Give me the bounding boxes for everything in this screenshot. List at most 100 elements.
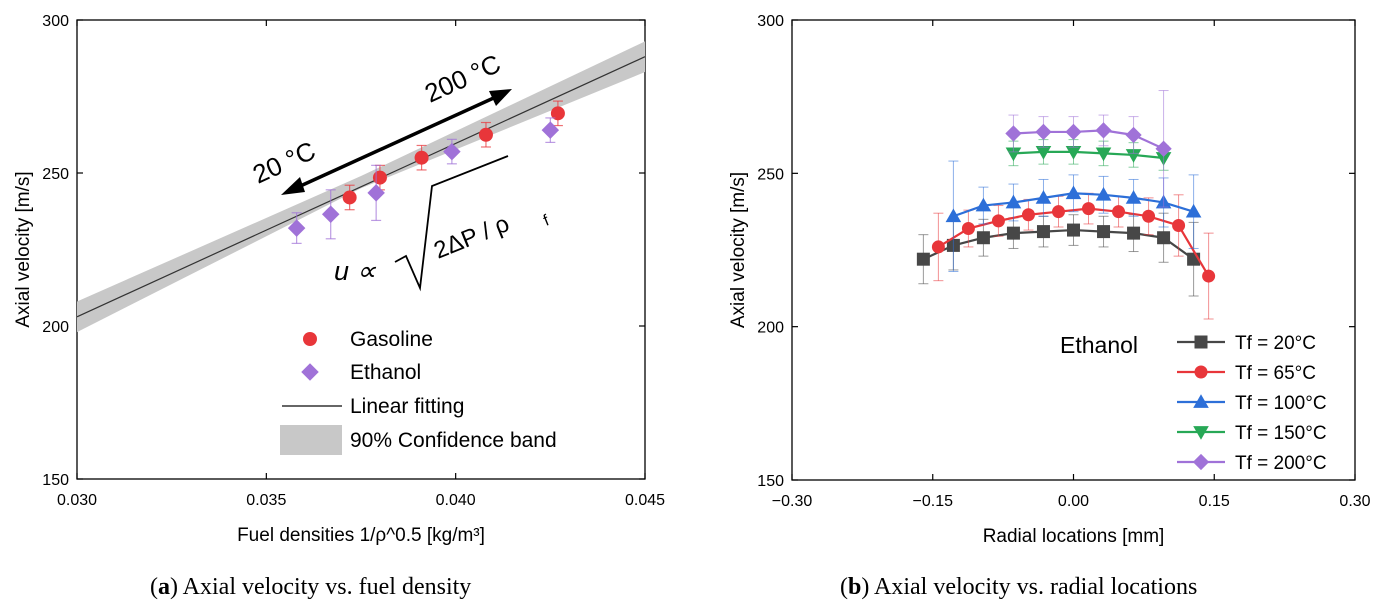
legend-marker [1192,453,1210,471]
series-gasoline [342,100,565,211]
data-point [1005,194,1022,209]
formula-subscript: f [541,212,552,230]
chart-a-y-tick-label: 250 [42,166,69,183]
chart-b-x-tick-label: −0.15 [913,493,954,510]
data-point [1065,123,1082,141]
data-point [550,106,565,121]
data-point [1035,190,1052,204]
caption-b-text: Axial velocity vs. radial locations [874,574,1198,600]
chart-a-plot-frame [76,19,646,480]
legend-marker [1194,335,1208,349]
data-point [1005,147,1022,162]
data-point [1021,208,1035,222]
legend-marker-gasoline [303,332,317,346]
data-point [1125,149,1142,163]
data-point [1125,190,1142,204]
chart-b-y-tick-label: 300 [757,13,784,30]
data-point [976,231,990,245]
data-point [443,142,461,161]
data-point [321,205,340,224]
temperature-arrow [295,94,499,190]
chart-a-svg: 0.030 0.035 0.040 0.045 150 200 250 300 Fuel den… [13,13,665,546]
chart-b-svg: −0.30 −0.15 0.00 0.15 0.30 150 200 250 300 Radial… [728,13,1371,547]
chart-a-x-axis-label: Fuel densities 1/ρ^0.5 [kg/m³] [237,525,485,546]
legend-a: Gasoline Ethanol Linear fitting 90% Confide… [280,328,557,455]
legend-marker-band [280,425,342,455]
chart-a-y-tick-label: 150 [42,472,69,489]
chart-a-y-tick-label: 300 [42,13,69,30]
data-point [1067,223,1080,237]
chart-b-y-tick-label: 150 [757,473,784,490]
data-point [975,197,992,212]
legend-label-gasoline: Gasoline [350,328,433,351]
data-point [931,240,945,254]
caption-b: (b) Axial velocity vs. radial locations [840,574,1198,600]
legend-marker [1194,365,1208,379]
data-point [1157,231,1171,245]
legend-marker [1193,426,1209,440]
chart-b-y-tick-label: 250 [757,166,784,183]
data-point [414,150,429,165]
caption-a: (a) Axial velocity vs. fuel density [150,574,472,600]
chart-b-y-tick-label: 200 [757,320,784,337]
legend-title: Ethanol [1060,332,1138,358]
data-point [372,170,387,185]
data-point [1125,126,1142,144]
legend-label: Tf = 150°C [1235,423,1327,444]
data-point [961,222,975,236]
data-point [1006,226,1020,240]
linear-fit-line [76,56,646,318]
data-point [1095,122,1112,139]
caption-b-letter: b [848,574,862,600]
chart-a-x-tick-label: 0.030 [57,492,97,509]
data-point [1035,123,1052,141]
chart-a-x-tick-label: 0.045 [625,492,665,509]
legend-label-ethanol: Ethanol [350,361,421,384]
data-point [342,190,357,205]
data-point [287,219,306,237]
data-point [1005,125,1022,142]
chart-b-x-tick-label: 0.00 [1058,493,1089,510]
chart-b-x-tick-label: 0.15 [1199,493,1230,510]
data-point [1112,205,1126,219]
caption-a-letter: a [158,574,170,600]
data-point [478,127,493,142]
data-point [1035,146,1052,160]
data-point [1095,187,1112,201]
chart-a-y-axis-label: Axial velocity [m/s] [13,171,34,327]
formula-lhs: u ∝ [334,256,377,286]
legend-marker-ethanol [301,363,319,381]
arrowhead-right [489,89,512,106]
data-point [541,121,560,139]
chart-b-x-tick-label: −0.30 [772,493,813,510]
data-point [1095,147,1112,162]
series-tf-1 [931,192,1216,320]
caption-a-text: Axial velocity vs. fuel density [182,574,472,600]
data-point [1065,185,1082,200]
chart-b-x-axis-label: Radial locations [mm] [983,526,1165,547]
data-point [1185,203,1202,218]
data-point [991,214,1005,228]
legend-label: Tf = 20°C [1235,333,1316,354]
data-point [1202,269,1216,283]
data-point [367,184,385,202]
legend-label: Tf = 100°C [1235,393,1327,414]
series-ethanol [287,117,560,244]
chart-b-x-tick-label: 0.30 [1339,493,1370,510]
series-tf-3 [1005,139,1172,171]
chart-panel-a: 0.030 0.035 0.040 0.045 150 200 250 300 Fuel den… [0,0,680,608]
legend-label-band: 90% Confidence band [350,429,557,452]
data-point [1155,140,1172,157]
arrowhead-left [281,177,305,195]
data-point [1172,218,1186,232]
legend-label: Tf = 200°C [1235,453,1327,474]
formula-sqrt-sign [394,155,509,292]
chart-a-x-tick-label: 0.035 [246,492,286,509]
data-point [1082,202,1096,216]
data-point [1127,226,1141,240]
data-point [1051,205,1065,219]
legend-label: Tf = 65°C [1235,363,1316,384]
data-point [1142,209,1156,223]
series-tf-2 [945,160,1202,272]
legend-label-fit: Linear fitting [350,395,464,418]
